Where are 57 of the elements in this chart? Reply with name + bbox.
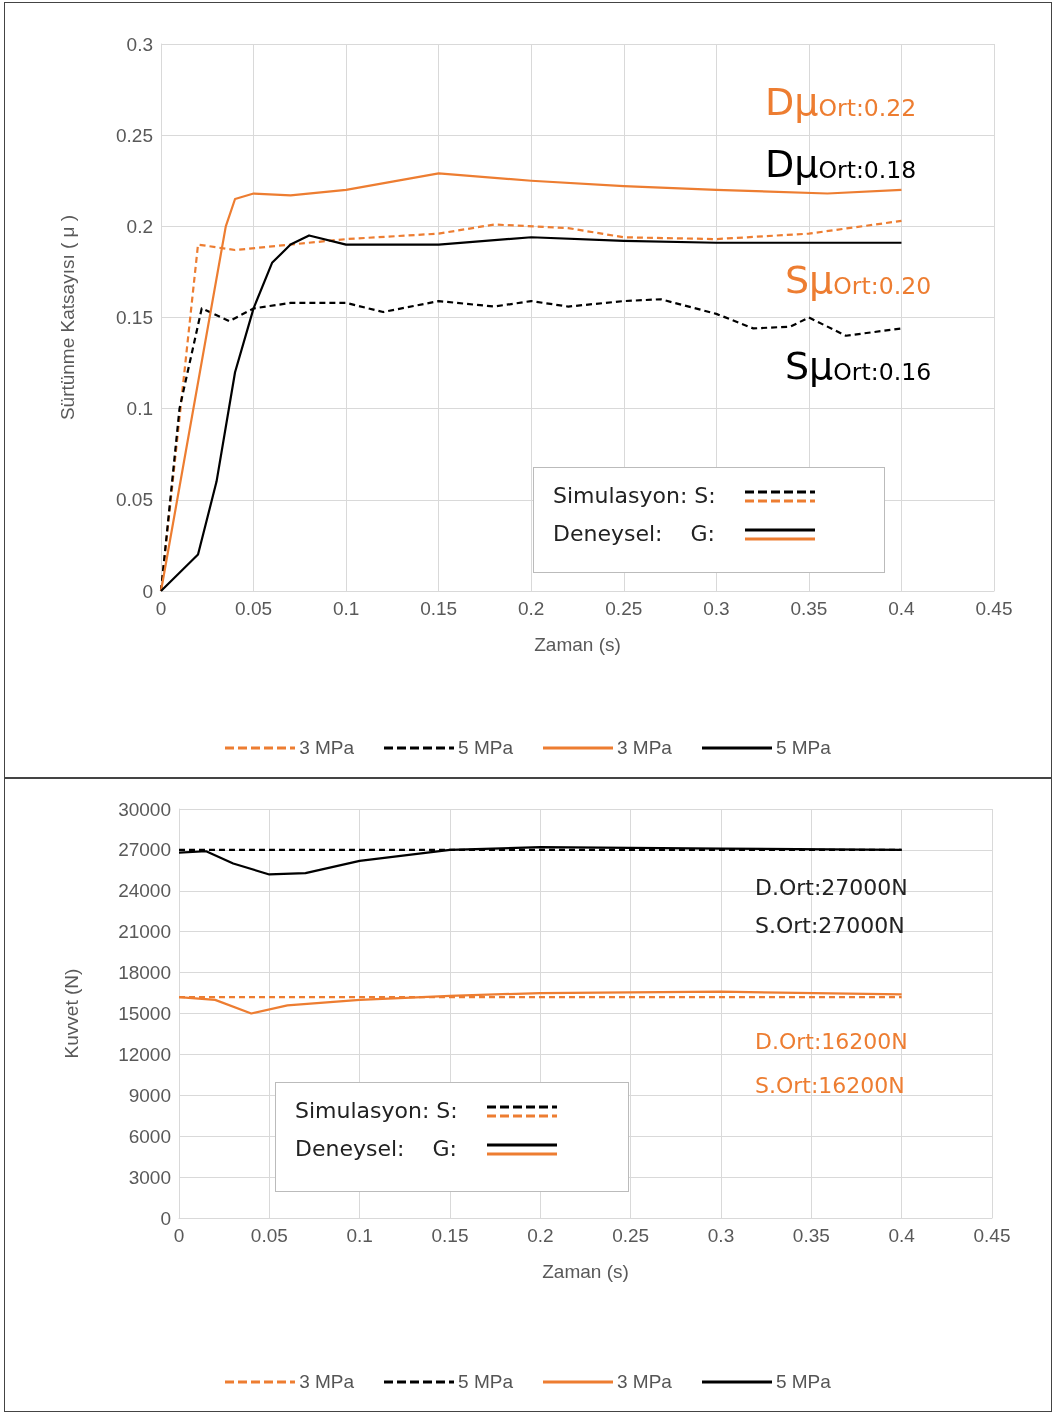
legend-label: 3 MPa <box>299 1371 355 1393</box>
x-tick-label: 0.1 <box>346 1225 373 1246</box>
y-tick-label: 0 <box>142 580 153 602</box>
y-tick-label: 12000 <box>118 1043 171 1065</box>
legend-label: 3 MPa <box>617 737 672 759</box>
x-axis-title: Zaman (s) <box>534 634 621 655</box>
annotation: S.Ort:16200N <box>755 1073 905 1098</box>
annotation: Simulasyon: S: <box>295 1098 458 1123</box>
x-tick-label: 0 <box>173 1225 185 1246</box>
x-tick-label: 0.4 <box>888 1225 916 1246</box>
annotation: Deneysel: G: <box>553 521 715 546</box>
x-tick-label: 0.3 <box>707 1225 735 1246</box>
x-tick-label: 0.15 <box>420 598 458 619</box>
y-tick-label: 6000 <box>128 1125 171 1147</box>
y-tick-label: 0.15 <box>116 307 153 328</box>
y-axis-title: Kuvvet (N) <box>61 968 82 1059</box>
y-tick-label: 3000 <box>128 1166 171 1188</box>
x-tick-label: 0.3 <box>703 598 730 619</box>
x-tick-label: 0.25 <box>612 1225 650 1246</box>
y-tick-label: 0.05 <box>116 489 153 511</box>
y-tick-label: 0 <box>160 1207 171 1229</box>
legend-label: 5 MPa <box>458 737 513 759</box>
y-tick-label: 0.3 <box>126 33 153 55</box>
y-tick-label: 27000 <box>118 839 171 861</box>
y-tick-label: 18000 <box>118 962 171 984</box>
y-tick-label: 9000 <box>128 1084 171 1106</box>
x-tick-label: 0.1 <box>332 598 360 619</box>
y-axis-title: Sürtünme Katsayısı ( μ ) <box>57 214 78 421</box>
y-tick-label: 24000 <box>118 880 171 902</box>
annotation: S.Ort:27000N <box>755 913 905 938</box>
x-tick-label: 0.35 <box>792 1225 830 1246</box>
x-tick-label: 0.15 <box>431 1225 469 1246</box>
x-tick-label: 0.25 <box>605 598 643 619</box>
annotation: D.Ort:27000N <box>755 875 908 900</box>
x-tick-label: 0.45 <box>973 1225 1011 1246</box>
legend-label: 3 MPa <box>299 737 355 759</box>
annotation: Simulasyon: S: <box>553 483 716 508</box>
x-tick-label: 0.2 <box>518 598 545 619</box>
x-tick-label: 0.05 <box>250 1225 288 1246</box>
annotation: D.Ort:16200N <box>755 1029 908 1054</box>
x-tick-label: 0.2 <box>527 1225 554 1246</box>
legend-label: 3 MPa <box>617 1371 672 1393</box>
legend-label: 5 MPa <box>775 737 831 759</box>
y-tick-label: 0.25 <box>116 124 153 146</box>
y-tick-label: 0.1 <box>126 398 153 420</box>
x-tick-label: 0.4 <box>888 598 916 619</box>
legend-label: 5 MPa <box>775 1371 831 1393</box>
x-axis-title: Zaman (s) <box>542 1261 629 1282</box>
x-tick-label: 0.05 <box>235 598 273 619</box>
x-tick-label: 0.35 <box>790 598 828 619</box>
legend-label: 5 MPa <box>458 1371 513 1393</box>
y-tick-label: 21000 <box>118 921 171 943</box>
y-tick-label: 15000 <box>118 1003 171 1024</box>
annotation: Deneysel: G: <box>295 1136 457 1161</box>
y-tick-label: 0.2 <box>126 215 153 237</box>
x-tick-label: 0.45 <box>975 598 1013 619</box>
y-tick-label: 30000 <box>118 798 171 820</box>
